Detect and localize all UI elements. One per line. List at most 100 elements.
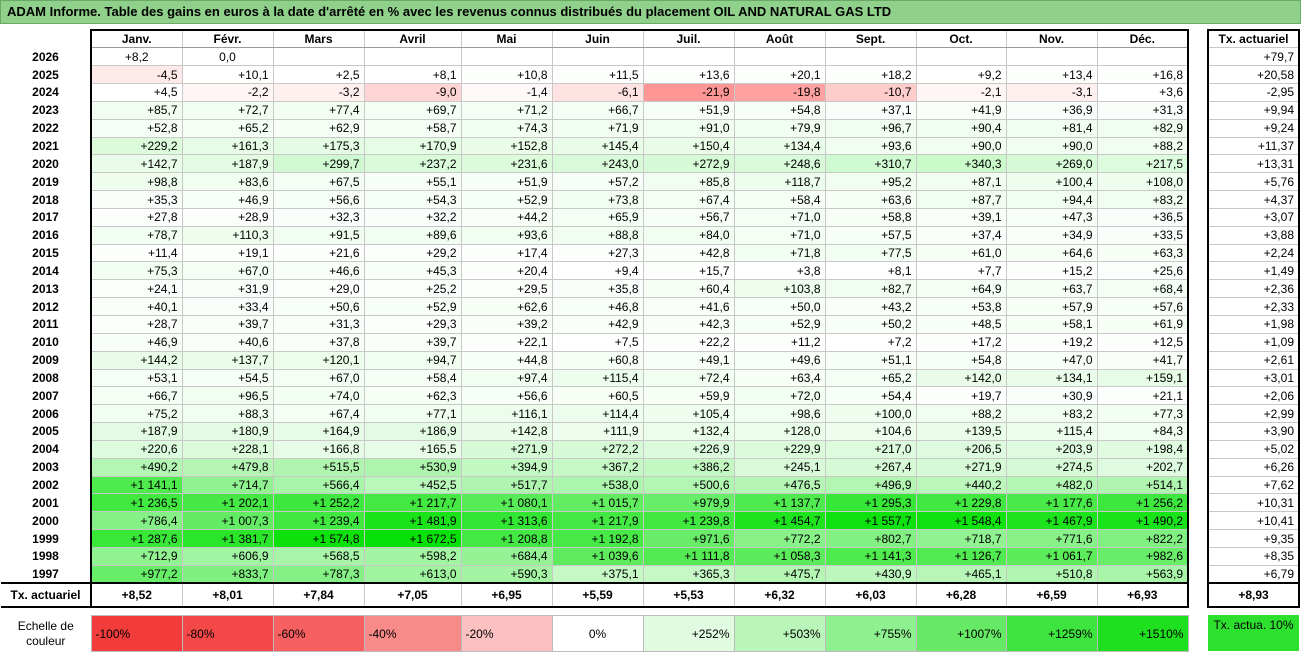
gain-cell: +53,8 bbox=[915, 297, 1007, 316]
scale-swatch: +1510% bbox=[1096, 615, 1189, 652]
gain-cell: +41,7 bbox=[1096, 350, 1189, 370]
gain-cell: +159,1 bbox=[1096, 368, 1189, 388]
gain-cell: +490,2 bbox=[90, 457, 183, 477]
gain-cell: +18,2 bbox=[824, 65, 917, 85]
gain-cell: +772,2 bbox=[733, 529, 826, 548]
actuarial-rate-cell: +5,59 bbox=[551, 582, 644, 609]
gain-cell: +37,1 bbox=[824, 100, 917, 120]
gain-cell: +712,9 bbox=[90, 546, 183, 566]
gain-cell: +90,4 bbox=[915, 118, 1007, 138]
month-header: Janv. bbox=[90, 29, 183, 49]
year-label: 2021 bbox=[32, 138, 59, 153]
gain-cell: +88,8 bbox=[551, 225, 644, 245]
gain-cell: +310,7 bbox=[824, 154, 917, 174]
gain-cell: +152,8 bbox=[460, 136, 553, 156]
gain-cell: +134,4 bbox=[733, 136, 826, 156]
gain-cell: +50,0 bbox=[733, 297, 826, 316]
gain-cell: +1 177,6 bbox=[1005, 493, 1098, 513]
gain-cell: +73,8 bbox=[551, 190, 644, 209]
gain-cell: +510,8 bbox=[1005, 564, 1098, 584]
year-label: 2012 bbox=[32, 299, 59, 314]
gain-cell: +67,5 bbox=[272, 172, 365, 192]
year-label: 2019 bbox=[32, 174, 59, 189]
gain-cell: +1 202,1 bbox=[181, 493, 274, 513]
yearly-rate-cell: +2,24 bbox=[1207, 243, 1300, 263]
gain-cell: +1 454,7 bbox=[733, 511, 826, 531]
gain-cell: +29,3 bbox=[363, 315, 462, 334]
table-row: 2026 +8,2 0,0 bbox=[1, 47, 1189, 67]
side-header: Tx. actuariel bbox=[1207, 29, 1300, 49]
gain-cell: +1 287,6 bbox=[90, 529, 183, 548]
gain-cell: +340,3 bbox=[915, 154, 1007, 174]
gain-cell: +42,3 bbox=[642, 315, 735, 334]
gain-cell: +68,4 bbox=[1096, 279, 1189, 299]
year-label: 2016 bbox=[32, 228, 59, 243]
side-row: +2,24 bbox=[1207, 243, 1300, 263]
scale-swatch: -40% bbox=[363, 615, 462, 652]
yearly-rate-cell: +8,35 bbox=[1207, 546, 1300, 566]
gain-cell: +180,9 bbox=[181, 422, 274, 441]
gain-cell: +87,1 bbox=[915, 172, 1007, 192]
actuarial-rate-row: Tx. actuariel +8,52 +8,01 +7,84 +7,05 +6,95 +5… bbox=[1, 582, 1189, 609]
gain-cell: +83,2 bbox=[1096, 190, 1189, 209]
gain-cell: +1 557,7 bbox=[824, 511, 917, 531]
gain-cell: +52,9 bbox=[460, 190, 553, 209]
gain-cell: +1 313,6 bbox=[460, 511, 553, 531]
gain-cell: +51,9 bbox=[642, 100, 735, 120]
table-row: 2000 +786,4 +1 007,3 +1 239,4 +1 481,9 +1 313… bbox=[1, 511, 1189, 531]
gain-cell: +4,5 bbox=[90, 83, 183, 102]
gain-cell: +21,6 bbox=[272, 243, 365, 263]
gain-cell: +7,5 bbox=[551, 332, 644, 352]
gain-cell: +60,5 bbox=[551, 386, 644, 406]
gain-cell: +47,3 bbox=[1005, 207, 1098, 227]
gain-cell: +2,5 bbox=[272, 65, 365, 85]
gain-cell bbox=[915, 47, 1007, 67]
gain-cell: +93,6 bbox=[460, 225, 553, 245]
side-row: +9,94 bbox=[1207, 100, 1300, 120]
gain-cell: +52,9 bbox=[363, 297, 462, 316]
gain-cell: +15,7 bbox=[642, 261, 735, 281]
table-row: 2008 +53,1 +54,5 +67,0 +58,4 +97,4 +115,4 +72,4… bbox=[1, 368, 1189, 388]
gain-cell: +771,6 bbox=[1005, 529, 1098, 548]
gain-cell: +58,1 bbox=[1005, 315, 1098, 334]
gain-cell: +164,9 bbox=[272, 422, 365, 441]
gain-cell: +979,9 bbox=[642, 493, 735, 513]
gain-cell: +187,9 bbox=[90, 422, 183, 441]
gain-cell: +63,4 bbox=[733, 368, 826, 388]
gain-cell: +96,7 bbox=[824, 118, 917, 138]
gain-cell: +1 111,8 bbox=[642, 546, 735, 566]
gain-cell: -21,9 bbox=[642, 83, 735, 102]
side-row: +3,88 bbox=[1207, 225, 1300, 245]
gain-cell: +98,6 bbox=[733, 404, 826, 424]
gain-cell: +231,6 bbox=[460, 154, 553, 174]
gain-cell: +40,6 bbox=[181, 332, 274, 352]
gain-cell: +85,7 bbox=[90, 100, 183, 120]
yearly-rate-cell: +13,31 bbox=[1207, 154, 1300, 174]
gain-cell: +8,2 bbox=[90, 47, 183, 67]
gain-cell: +430,9 bbox=[824, 564, 917, 584]
gain-cell: +165,5 bbox=[363, 439, 462, 459]
year-label: 2006 bbox=[32, 406, 59, 421]
table-row: 2023 +85,7 +72,7 +77,4 +69,7 +71,2 +66,7 +51,9 +… bbox=[1, 100, 1189, 120]
side-row: +13,31 bbox=[1207, 154, 1300, 174]
gain-cell bbox=[1005, 47, 1098, 67]
gain-cell: +514,1 bbox=[1096, 475, 1189, 495]
gain-cell bbox=[363, 47, 462, 67]
year-label: 2008 bbox=[32, 370, 59, 385]
year-label: 2022 bbox=[32, 121, 59, 136]
gain-cell: +77,5 bbox=[824, 243, 917, 263]
gain-cell: +65,2 bbox=[824, 368, 917, 388]
table-row: 2002 +1 141,1 +714,7 +566,4 +452,5 +517,7 +538… bbox=[1, 475, 1189, 495]
gain-cell: +41,6 bbox=[642, 297, 735, 316]
gain-cell: +25,6 bbox=[1096, 261, 1189, 281]
gain-cell: +62,6 bbox=[460, 297, 553, 316]
gain-cell: +170,9 bbox=[363, 136, 462, 156]
corner-cell bbox=[1, 30, 91, 48]
gain-cell: +41,9 bbox=[915, 100, 1007, 120]
yearly-rate-cell: +1,98 bbox=[1207, 315, 1300, 334]
year-label: 2025 bbox=[32, 67, 59, 82]
gain-cell: +62,3 bbox=[363, 386, 462, 406]
yearly-rate-cell: +2,61 bbox=[1207, 350, 1300, 370]
gain-cell: +72,0 bbox=[733, 386, 826, 406]
gain-cell: +15,2 bbox=[1005, 261, 1098, 281]
